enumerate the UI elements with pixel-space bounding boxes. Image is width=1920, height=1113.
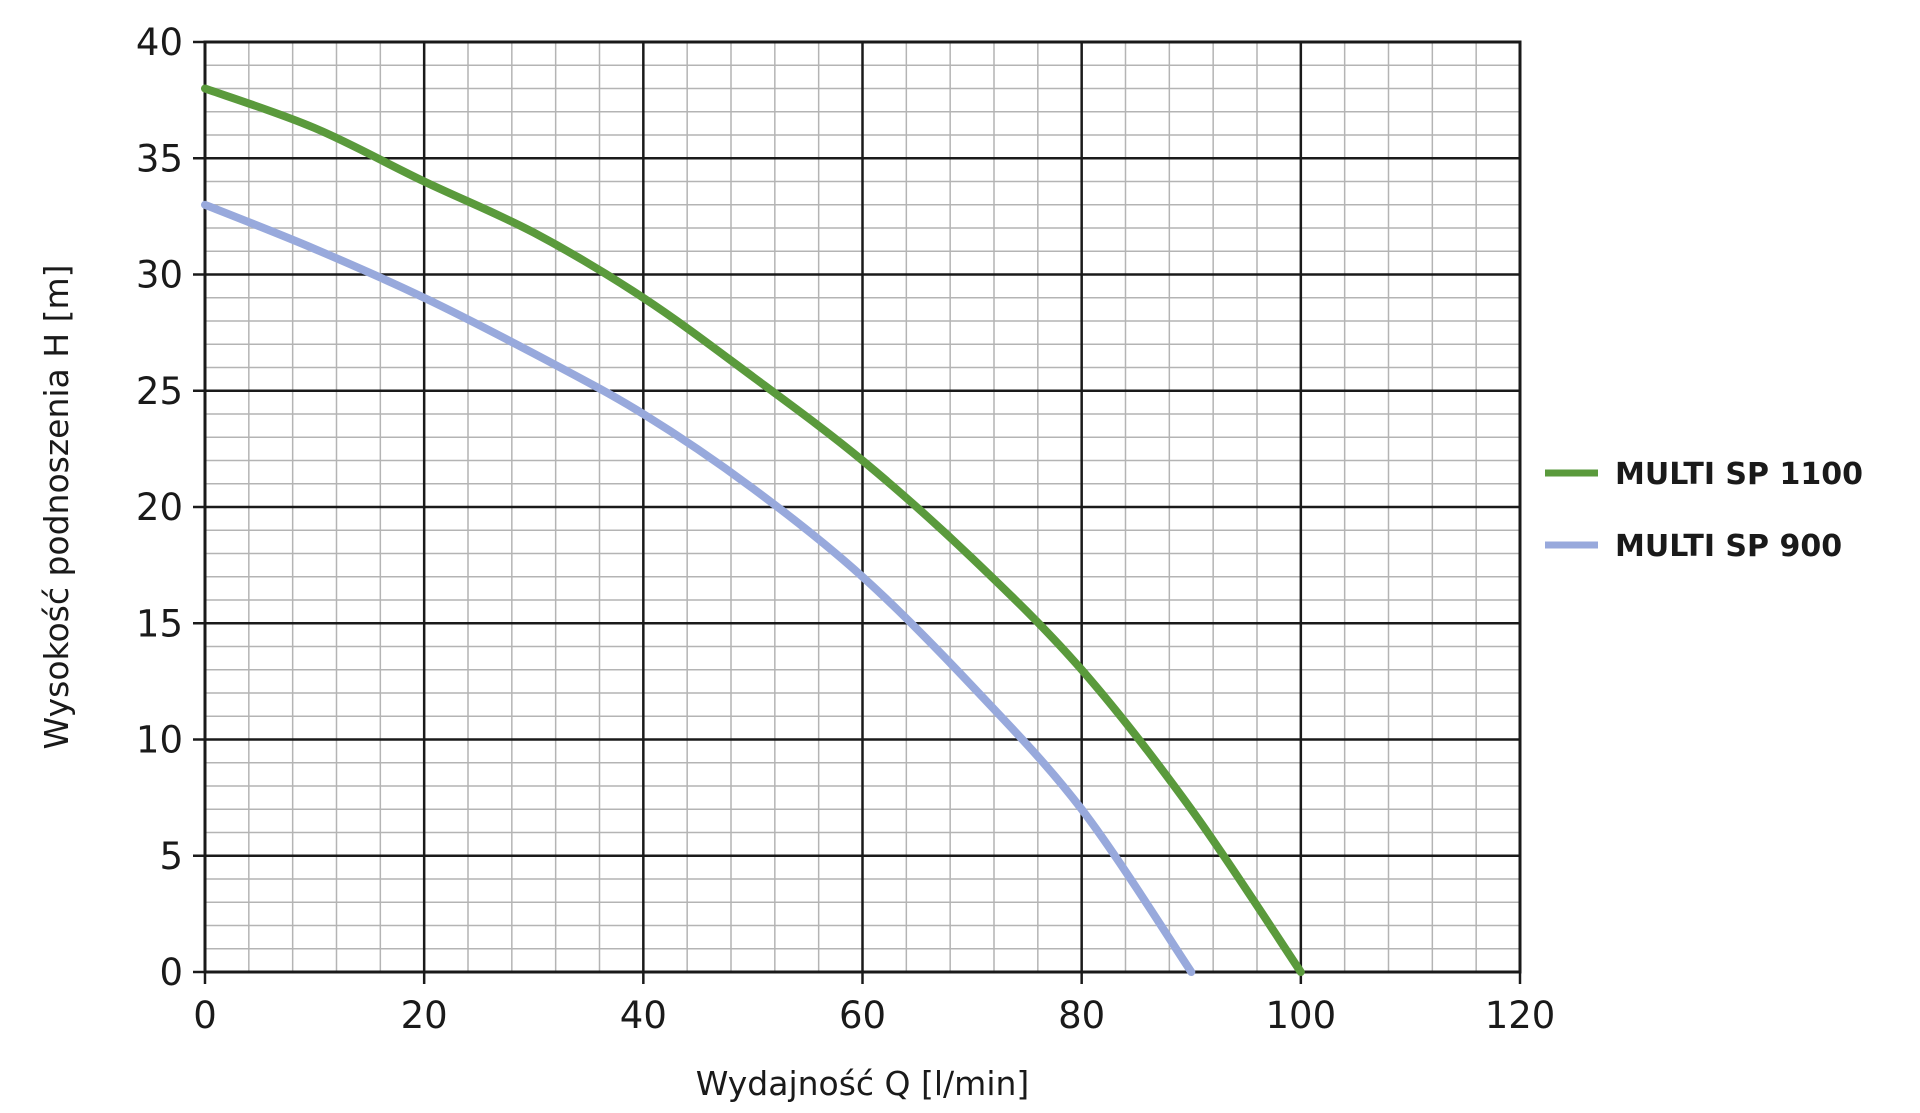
y-tick-label: 10 xyxy=(136,719,183,762)
x-tick-label: 60 xyxy=(839,994,886,1037)
y-tick-label: 20 xyxy=(136,486,183,529)
y-tick-label: 15 xyxy=(136,602,183,645)
x-tick-label: 20 xyxy=(401,994,448,1037)
x-tick-label: 120 xyxy=(1485,994,1556,1037)
x-axis-title: Wydajność Q [l/min] xyxy=(696,1064,1030,1103)
y-tick-label: 35 xyxy=(136,137,183,180)
y-tick-label: 25 xyxy=(136,370,183,413)
y-axis-title: Wysokość podnoszenia H [m] xyxy=(37,265,76,750)
legend: MULTI SP 1100 MULTI SP 900 xyxy=(1545,457,1863,564)
legend-label-multi-sp-900: MULTI SP 900 xyxy=(1615,529,1842,564)
series-lines xyxy=(201,84,1305,976)
y-tick-label: 30 xyxy=(136,254,183,297)
series-line-multi-sp-1100 xyxy=(201,84,1305,976)
y-tick-label: 0 xyxy=(159,951,183,994)
x-tick-label: 0 xyxy=(193,994,217,1037)
y-tick-label: 5 xyxy=(159,835,183,878)
x-tick-label: 100 xyxy=(1266,994,1337,1037)
x-tick-label: 40 xyxy=(620,994,667,1037)
x-tick-label: 80 xyxy=(1058,994,1105,1037)
y-tick-label: 40 xyxy=(136,21,183,64)
series-line-multi-sp-900 xyxy=(201,200,1196,976)
x-axis-tick-labels: 0 20 40 60 80 100 120 xyxy=(193,972,1555,1037)
legend-label-multi-sp-1100: MULTI SP 1100 xyxy=(1615,457,1863,492)
y-axis-tick-labels: 0 5 10 15 20 25 30 35 40 xyxy=(136,21,205,994)
